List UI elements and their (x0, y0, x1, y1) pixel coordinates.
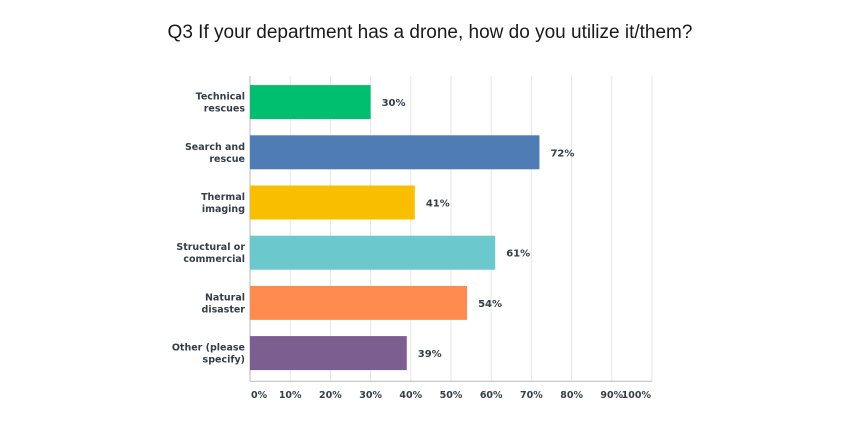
category-label: Technical (196, 92, 245, 103)
x-tick-label: 20% (319, 390, 342, 401)
bar (250, 285, 468, 320)
bar (250, 185, 415, 220)
bar (250, 85, 371, 120)
category-label: commercial (183, 254, 245, 265)
x-tick-label: 60% (480, 390, 503, 401)
x-axis-tick-labels: 0% 10% 20% 30% 40% 50% 60% 70% 80% 90%100% (251, 390, 651, 401)
bar (250, 235, 496, 270)
category-label: rescues (204, 104, 246, 115)
bar (250, 135, 540, 170)
category-label: specify) (203, 355, 245, 366)
gridlines (249, 76, 653, 382)
x-tick-label: 10% (279, 390, 302, 401)
x-tick-label: 100% (622, 390, 652, 401)
x-tick-label: 30% (359, 390, 382, 401)
category-label: disaster (202, 304, 246, 315)
data-label: 61% (506, 249, 530, 260)
category-label: Structural or (176, 242, 245, 253)
x-tick-label: 0% (251, 390, 268, 401)
data-label: 30% (382, 98, 406, 109)
bar (250, 336, 407, 371)
x-tick-label: 90% (600, 390, 623, 401)
chart-title: Q3 If your department has a drone, how d… (168, 22, 693, 43)
x-tick-label: 80% (560, 390, 583, 401)
category-label: Thermal (201, 192, 245, 203)
data-label: 72% (550, 148, 574, 159)
category-label: Natural (205, 292, 245, 303)
category-label: imaging (202, 204, 245, 215)
x-tick-label: 50% (440, 390, 463, 401)
data-label: 39% (418, 349, 442, 360)
x-tick-label: 70% (520, 390, 543, 401)
category-label: Other (please (172, 343, 245, 354)
data-label: 41% (426, 199, 450, 210)
category-label: Search and (185, 142, 245, 153)
x-tick-label: 40% (399, 390, 422, 401)
category-label: rescue (209, 154, 245, 165)
bars: 30% 72% 41% 61% 54% 39% (250, 85, 574, 371)
data-label: 54% (478, 299, 502, 310)
